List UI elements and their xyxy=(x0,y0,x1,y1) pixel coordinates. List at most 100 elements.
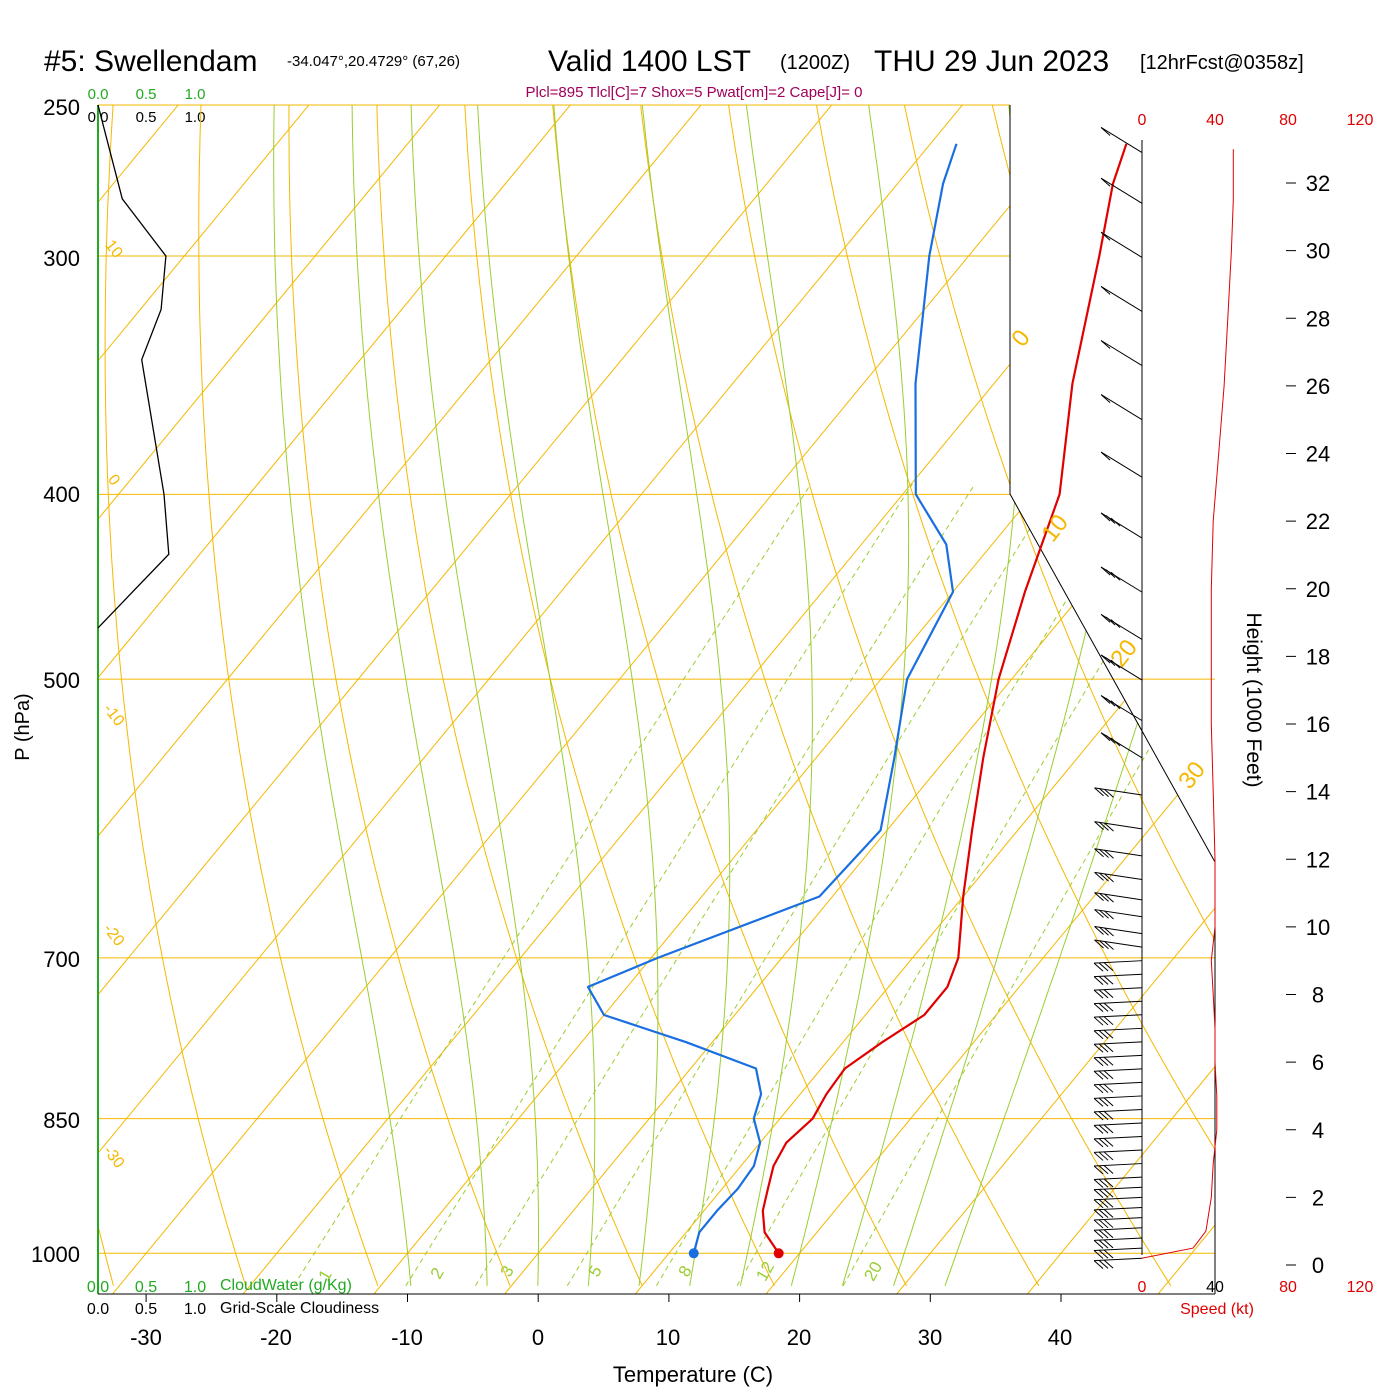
height-tick-14: 14 xyxy=(1306,780,1330,805)
wind-barb-flag xyxy=(1103,1124,1114,1134)
wind-barb-flag xyxy=(1093,1111,1104,1121)
dry-adiabat-390 xyxy=(1338,88,1400,1286)
wind-barb-flag xyxy=(1094,871,1104,881)
wind-barb-flag xyxy=(1104,941,1114,950)
dry-adiabat-340 xyxy=(900,105,1215,1287)
moist-adiabat-4 xyxy=(476,105,596,1286)
wind-barb-flag xyxy=(1110,517,1121,527)
wind-barb xyxy=(1093,1163,1143,1175)
wind-barb-staff xyxy=(1094,787,1143,796)
isotherm-label-right-2: 20 xyxy=(1105,635,1143,673)
isotherm-label-left-4: -30 xyxy=(100,1143,128,1172)
wind-barb-staff xyxy=(1100,285,1143,312)
wind-barb-flag xyxy=(1098,1219,1109,1229)
wind-barb xyxy=(1093,1014,1143,1026)
speed-top-tick-1: 40 xyxy=(1206,112,1224,129)
isotherm--30 xyxy=(98,105,1122,1294)
mixing-ratio-3 xyxy=(474,483,976,1287)
wind-barb xyxy=(1093,1196,1143,1209)
wind-barb-flag xyxy=(1094,821,1104,831)
wind-barb-staff xyxy=(1094,1237,1143,1241)
wind-barb-flag xyxy=(1098,1151,1109,1161)
wind-barb-staff xyxy=(1100,127,1143,153)
wind-barb-flag xyxy=(1093,1250,1104,1259)
wind-barb xyxy=(1100,654,1143,681)
height-tick-32: 32 xyxy=(1306,171,1330,196)
height-axis-label: Height (1000 Feet) xyxy=(1242,612,1265,787)
forecast-info: [12hrFcst@0358z] xyxy=(1140,52,1304,74)
wind-barb xyxy=(1093,1136,1143,1148)
wind-barb-flag xyxy=(1094,926,1104,935)
speed-top-tick-2: 80 xyxy=(1279,112,1297,129)
dewpoint-surface-marker xyxy=(688,1248,699,1259)
wind-barb-flag xyxy=(1098,1097,1109,1107)
wind-barb-flag xyxy=(1098,1239,1109,1249)
wind-barb-staff xyxy=(1094,1014,1143,1018)
wind-barb-staff xyxy=(1100,451,1143,478)
wind-barb-flag xyxy=(1110,659,1121,669)
y-axis-label: P (hPa) xyxy=(12,693,34,760)
wind-barb-staff xyxy=(1100,231,1143,258)
wind-barb-flag xyxy=(1100,394,1111,403)
wind-barb-flag xyxy=(1099,822,1109,831)
wind-barb-flag xyxy=(1098,1003,1109,1012)
wind-barb-flag xyxy=(1093,1138,1104,1148)
wind-barb-flag xyxy=(1094,939,1104,949)
wind-barb-staff xyxy=(1094,1149,1143,1153)
wind-barb xyxy=(1094,848,1143,859)
height-tick-26: 26 xyxy=(1306,374,1330,399)
wind-barb-flag xyxy=(1093,1125,1104,1134)
cloudiness-bottom-tick-1: 0.5 xyxy=(135,1301,157,1318)
wind-barb xyxy=(1093,1108,1143,1121)
wind-barb-flag xyxy=(1098,1070,1109,1080)
wind-barb-flag xyxy=(1098,989,1109,999)
wind-barb-staff xyxy=(1094,1095,1143,1099)
height-tick-20: 20 xyxy=(1306,577,1330,602)
isotherm--40 xyxy=(98,105,991,1294)
wind-barb-flag xyxy=(1110,700,1121,710)
pressure-tick-300: 300 xyxy=(43,246,80,271)
pressure-tick-400: 400 xyxy=(43,482,80,507)
isotherm-label-left-0: 10 xyxy=(101,237,125,262)
mixing-ratio-12 xyxy=(736,483,1210,1287)
moist-adiabat-32 xyxy=(944,105,1215,1286)
height-tick-6: 6 xyxy=(1312,1050,1324,1075)
wind-barb-flag xyxy=(1098,1016,1109,1026)
height-tick-16: 16 xyxy=(1306,712,1330,737)
wind-barb-flag xyxy=(1103,1188,1114,1198)
wind-barb-flag xyxy=(1103,989,1114,999)
wind-barb-flag xyxy=(1100,340,1111,349)
wind-barb-flag xyxy=(1094,787,1104,797)
height-tick-2: 2 xyxy=(1312,1185,1324,1210)
height-tick-28: 28 xyxy=(1306,306,1330,331)
wind-barb-staff xyxy=(1094,1196,1143,1201)
mixing-ratio-label-5: 5 xyxy=(585,1262,606,1280)
wind-barb-flag xyxy=(1103,1259,1114,1269)
wind-barb-flag xyxy=(1105,616,1116,626)
wind-barb-staff xyxy=(1094,1027,1143,1032)
wind-barb-staff xyxy=(1094,1163,1143,1167)
wind-barb-staff xyxy=(1094,925,1143,935)
station-title: #5: Swellendam xyxy=(44,45,257,78)
cloudwater-bottom-tick-0: 0.0 xyxy=(87,1279,109,1296)
wind-barb-flag xyxy=(1100,566,1111,576)
wind-barb-flag xyxy=(1103,962,1114,971)
mixing-ratio-5 xyxy=(566,483,1059,1287)
wind-barb xyxy=(1100,177,1143,204)
wind-barb-flag xyxy=(1098,975,1109,985)
moist-adiabat-24 xyxy=(841,105,1023,1286)
wind-barb-flag xyxy=(1094,848,1104,858)
wind-barb-flag xyxy=(1098,1209,1109,1219)
wind-barb-flag xyxy=(1103,1016,1114,1026)
mixing-ratio-label-20: 20 xyxy=(860,1258,886,1284)
mixing-ratio-8 xyxy=(656,483,1138,1287)
wind-barb-staff xyxy=(1094,987,1143,991)
wind-barb-flag xyxy=(1093,1084,1104,1094)
temperature-surface-marker xyxy=(773,1248,784,1259)
moist-adiabat-20 xyxy=(790,105,910,1286)
wind-barb-flag xyxy=(1110,619,1121,628)
cloudiness-profile xyxy=(97,104,170,629)
pressure-tick-850: 850 xyxy=(43,1108,80,1133)
isotherm-label-right-0: 0 xyxy=(1006,325,1036,352)
wind-barb-flag xyxy=(1099,893,1109,902)
